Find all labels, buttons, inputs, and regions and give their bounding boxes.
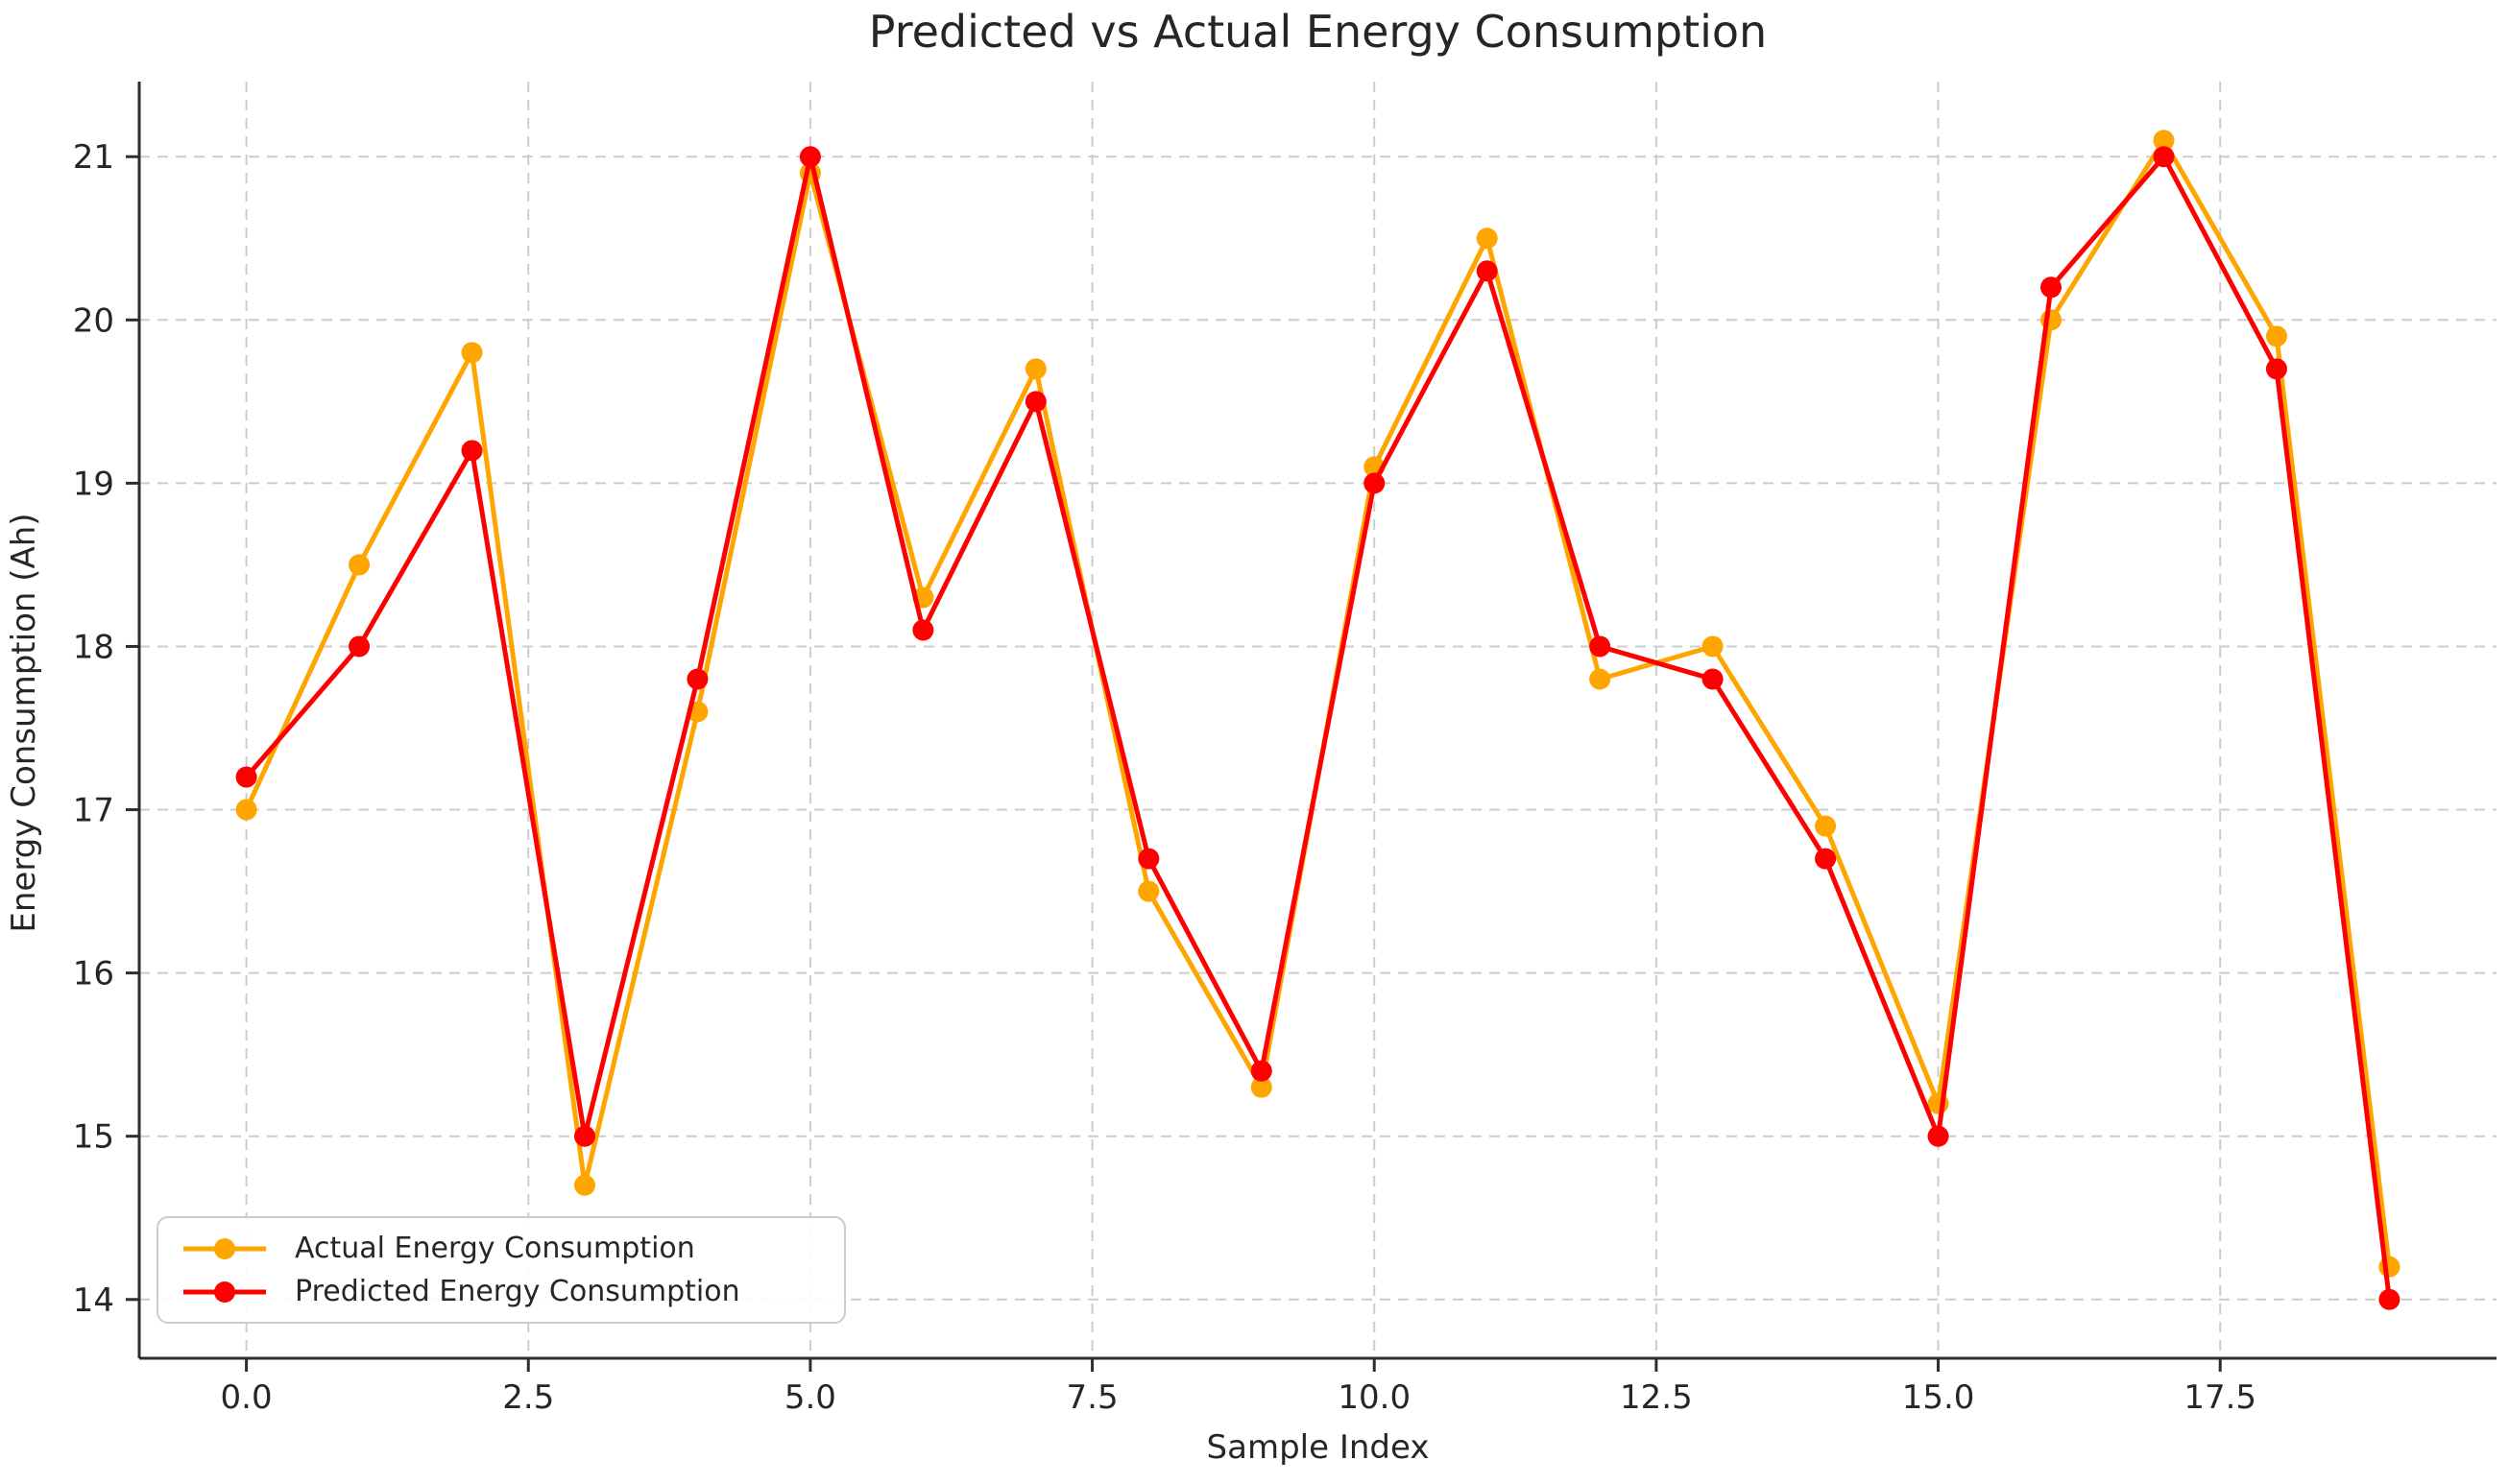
legend-label-actual: Actual Energy Consumption [295,1232,695,1265]
data-point-predicted [1476,260,1498,282]
data-point-predicted [2153,146,2175,168]
x-tick-label: 0.0 [221,1378,273,1417]
x-tick-label: 5.0 [784,1378,836,1417]
y-tick-label: 17 [73,792,114,830]
data-point-actual [1025,358,1047,380]
x-tick-label: 7.5 [1067,1378,1119,1417]
data-point-predicted [1815,848,1837,870]
data-point-actual [2378,1256,2400,1278]
series-line-predicted [244,154,2392,1303]
data-point-actual [1250,1076,1272,1098]
chart-title: Predicted vs Actual Energy Consumption [868,6,1768,58]
y-tick-label: 16 [73,955,114,993]
y-tick-label: 14 [73,1281,114,1320]
data-point-predicted [1363,472,1386,494]
x-tick-label: 12.5 [1620,1378,1693,1417]
data-point-predicted [235,766,257,788]
data-point-predicted [1927,1125,1949,1147]
y-tick-label: 20 [73,301,114,340]
data-point-actual [1701,635,1724,658]
y-tick-label: 18 [73,628,114,666]
data-point-predicted [1701,668,1724,690]
x-axis-label: Sample Index [1206,1428,1430,1467]
y-tick-label: 21 [73,138,114,177]
y-tick-label: 19 [73,465,114,503]
data-point-actual [235,799,257,821]
y-axis-label: Energy Consumption (Ah) [5,513,43,933]
y-tick-label: 15 [73,1118,114,1157]
legend: Actual Energy Consumption Predicted Ener… [157,1216,846,1324]
series-line-actual [244,137,2392,1270]
data-point-actual [1476,227,1498,250]
data-point-predicted [1025,391,1047,413]
data-point-predicted [1250,1060,1272,1082]
data-point-actual [2153,130,2175,152]
data-point-actual [573,1174,595,1196]
data-point-actual [2265,325,2287,347]
data-point-predicted [912,619,934,641]
data-point-predicted [349,635,371,658]
data-point-predicted [2040,276,2063,299]
legend-item-predicted: Predicted Energy Consumption [172,1275,825,1308]
data-point-predicted [1589,635,1611,658]
data-point-actual [461,342,483,364]
data-point-actual [1589,668,1611,690]
data-point-actual [1138,880,1160,902]
data-point-predicted [461,440,483,462]
data-point-actual [1815,815,1837,837]
legend-marker-predicted-icon [183,1281,266,1303]
data-point-predicted [573,1125,595,1147]
data-point-predicted [2378,1288,2400,1310]
x-tick-label: 10.0 [1338,1378,1411,1417]
data-point-predicted [687,668,709,690]
x-tick-label: 2.5 [502,1378,554,1417]
data-point-predicted [799,146,821,168]
legend-item-actual: Actual Energy Consumption [172,1232,825,1265]
legend-label-predicted: Predicted Energy Consumption [295,1275,740,1308]
data-point-predicted [2265,358,2287,380]
legend-marker-actual-icon [183,1237,266,1259]
x-tick-label: 17.5 [2183,1378,2256,1417]
data-point-actual [349,554,371,576]
x-tick-label: 15.0 [1902,1378,1975,1417]
data-point-predicted [1138,848,1160,870]
